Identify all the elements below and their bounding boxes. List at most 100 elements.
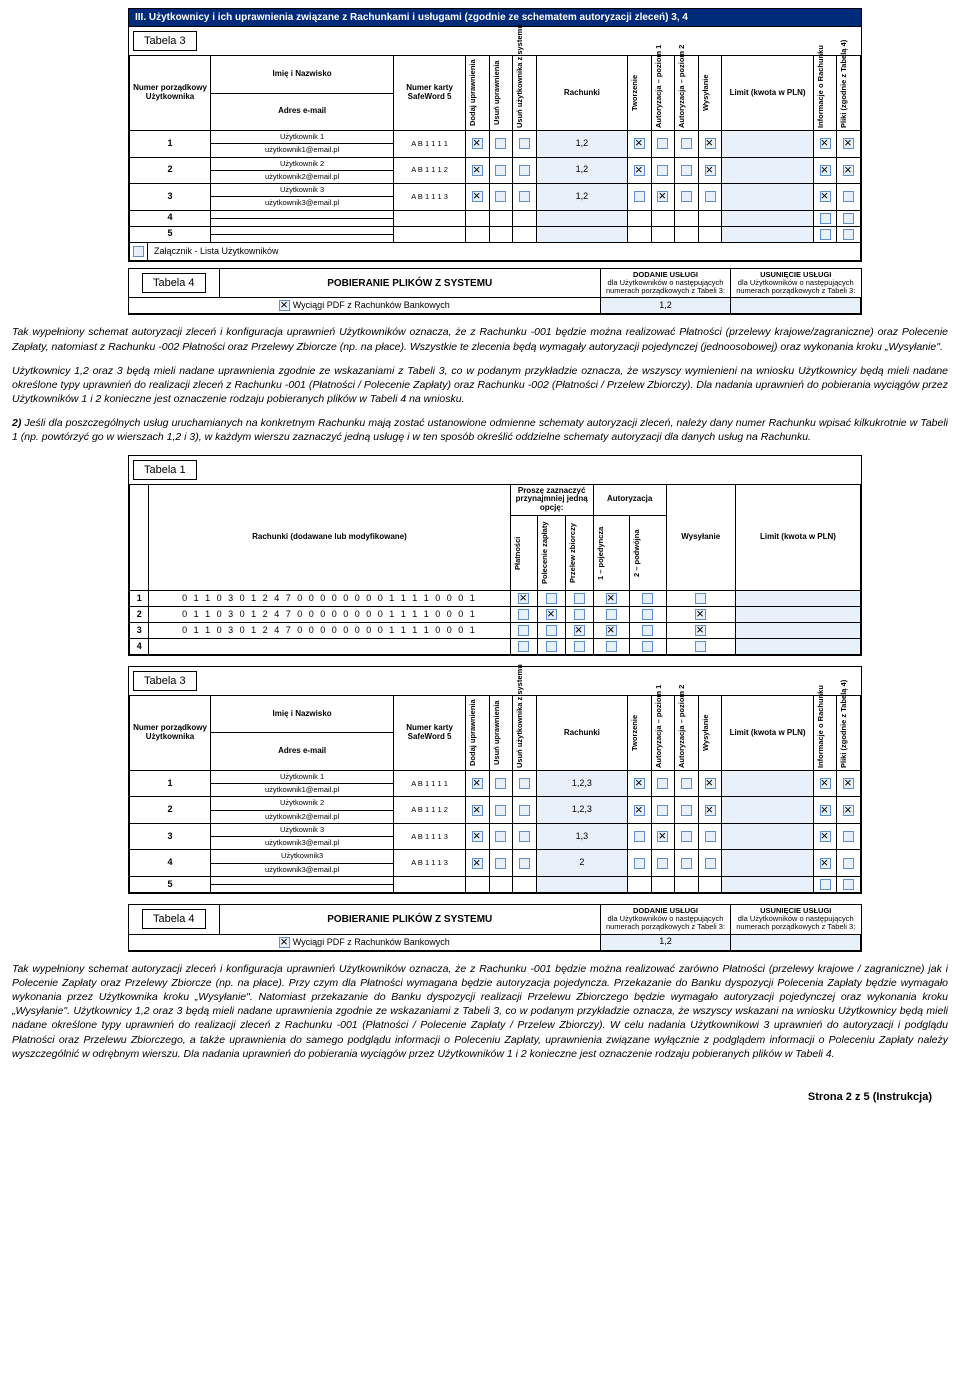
checkbox[interactable] — [820, 229, 831, 240]
checkbox[interactable] — [642, 609, 653, 620]
checkbox[interactable] — [820, 778, 831, 789]
checkbox[interactable] — [518, 609, 529, 620]
checkbox[interactable] — [634, 831, 645, 842]
checkbox[interactable] — [820, 165, 831, 176]
checkbox[interactable] — [574, 641, 585, 652]
checkbox[interactable] — [546, 641, 557, 652]
checkbox[interactable] — [695, 609, 706, 620]
checkbox[interactable] — [495, 805, 506, 816]
checkbox[interactable] — [495, 191, 506, 202]
checkbox[interactable] — [843, 229, 854, 240]
checkbox[interactable] — [634, 138, 645, 149]
checkbox[interactable] — [634, 165, 645, 176]
checkbox[interactable] — [843, 831, 854, 842]
checkbox[interactable] — [657, 778, 668, 789]
checkbox[interactable] — [681, 191, 692, 202]
checkbox[interactable] — [820, 831, 831, 842]
checkbox[interactable] — [695, 625, 706, 636]
checkbox[interactable] — [843, 165, 854, 176]
checkbox[interactable] — [642, 641, 653, 652]
checkbox[interactable] — [472, 165, 483, 176]
checkbox[interactable] — [606, 609, 617, 620]
checkbox[interactable] — [518, 593, 529, 604]
checkbox[interactable] — [681, 831, 692, 842]
checkbox[interactable] — [519, 138, 530, 149]
checkbox[interactable] — [519, 831, 530, 842]
checkbox[interactable] — [518, 641, 529, 652]
checkbox[interactable] — [820, 213, 831, 224]
checkbox[interactable] — [843, 858, 854, 869]
checkbox[interactable] — [634, 805, 645, 816]
checkbox[interactable] — [705, 805, 716, 816]
checkbox[interactable] — [843, 191, 854, 202]
checkbox[interactable] — [642, 625, 653, 636]
t4b-dodanie-val[interactable]: 1,2 — [601, 934, 731, 950]
checkbox[interactable] — [843, 138, 854, 149]
checkbox[interactable] — [495, 831, 506, 842]
checkbox[interactable] — [472, 138, 483, 149]
checkbox[interactable] — [519, 805, 530, 816]
checkbox[interactable] — [657, 858, 668, 869]
checkbox[interactable] — [606, 593, 617, 604]
checkbox[interactable] — [634, 191, 645, 202]
checkbox[interactable] — [681, 778, 692, 789]
t4b-row-check[interactable] — [279, 937, 290, 948]
checkbox[interactable] — [472, 831, 483, 842]
checkbox[interactable] — [695, 593, 706, 604]
checkbox[interactable] — [695, 641, 706, 652]
checkbox[interactable] — [657, 138, 668, 149]
checkbox[interactable] — [519, 165, 530, 176]
checkbox[interactable] — [681, 138, 692, 149]
checkbox[interactable] — [606, 625, 617, 636]
checkbox[interactable] — [681, 165, 692, 176]
checkbox[interactable] — [820, 805, 831, 816]
checkbox[interactable] — [518, 625, 529, 636]
checkbox[interactable] — [705, 778, 716, 789]
checkbox[interactable] — [657, 831, 668, 842]
checkbox[interactable] — [495, 165, 506, 176]
checkbox[interactable] — [472, 778, 483, 789]
checkbox[interactable] — [546, 593, 557, 604]
checkbox[interactable] — [634, 778, 645, 789]
checkbox[interactable] — [606, 641, 617, 652]
checkbox[interactable] — [681, 858, 692, 869]
checkbox[interactable] — [546, 609, 557, 620]
checkbox[interactable] — [705, 858, 716, 869]
checkbox[interactable] — [574, 593, 585, 604]
t4a-row-check[interactable] — [279, 300, 290, 311]
checkbox[interactable] — [681, 805, 692, 816]
checkbox[interactable] — [495, 138, 506, 149]
checkbox[interactable] — [820, 138, 831, 149]
checkbox[interactable] — [705, 191, 716, 202]
checkbox[interactable] — [705, 165, 716, 176]
zalacznik-check-a[interactable] — [133, 246, 144, 257]
checkbox[interactable] — [843, 778, 854, 789]
checkbox[interactable] — [657, 191, 668, 202]
checkbox[interactable] — [642, 593, 653, 604]
checkbox[interactable] — [705, 138, 716, 149]
t4a-usun-val[interactable] — [731, 298, 861, 314]
checkbox[interactable] — [820, 879, 831, 890]
t4a-dodanie-val[interactable]: 1,2 — [601, 298, 731, 314]
checkbox[interactable] — [519, 778, 530, 789]
checkbox[interactable] — [495, 778, 506, 789]
checkbox[interactable] — [657, 805, 668, 816]
checkbox[interactable] — [574, 625, 585, 636]
checkbox[interactable] — [820, 191, 831, 202]
checkbox[interactable] — [820, 858, 831, 869]
checkbox[interactable] — [657, 165, 668, 176]
checkbox[interactable] — [843, 805, 854, 816]
checkbox[interactable] — [495, 858, 506, 869]
checkbox[interactable] — [705, 831, 716, 842]
checkbox[interactable] — [519, 858, 530, 869]
checkbox[interactable] — [546, 625, 557, 636]
checkbox[interactable] — [472, 805, 483, 816]
t4b-usun-val[interactable] — [731, 934, 861, 950]
checkbox[interactable] — [574, 609, 585, 620]
checkbox[interactable] — [843, 213, 854, 224]
checkbox[interactable] — [472, 191, 483, 202]
checkbox[interactable] — [519, 191, 530, 202]
checkbox[interactable] — [634, 858, 645, 869]
checkbox[interactable] — [843, 879, 854, 890]
checkbox[interactable] — [472, 858, 483, 869]
